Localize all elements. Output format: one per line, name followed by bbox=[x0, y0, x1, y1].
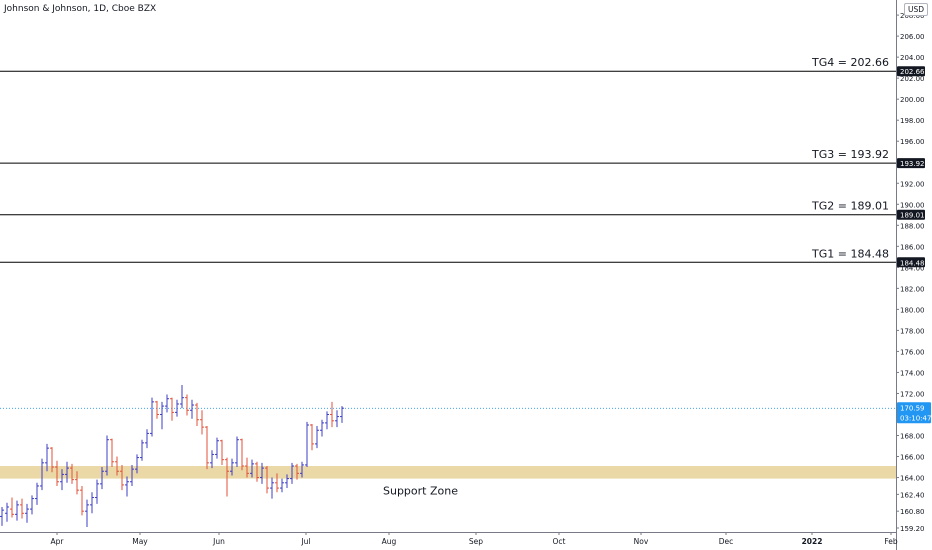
y-tick-label: 172.00 bbox=[900, 390, 925, 398]
support-zone-label: Support Zone bbox=[383, 485, 458, 498]
level-tag-text-tg2: 189.01 bbox=[900, 212, 925, 220]
y-tick-label: 164.00 bbox=[900, 475, 925, 483]
y-tick-label: 180.00 bbox=[900, 306, 925, 314]
level-tag-tg4 bbox=[897, 66, 925, 77]
y-tick-label: 182.00 bbox=[900, 285, 925, 293]
y-tick-label: 202.00 bbox=[900, 75, 925, 83]
chart-title: Johnson & Johnson, 1D, Cboe BZX bbox=[4, 4, 157, 14]
price-axis-bg bbox=[896, 0, 932, 550]
current-price-countdown: 03:10:47 bbox=[900, 414, 931, 422]
level-tag-tg3 bbox=[897, 158, 925, 169]
level-label-tg1: TG1 = 184.48 bbox=[811, 247, 889, 260]
support-zone-band bbox=[0, 465, 896, 479]
level-label-tg4: TG4 = 202.66 bbox=[811, 56, 889, 69]
y-tick-label: 198.00 bbox=[900, 117, 925, 125]
x-tick-label: Feb bbox=[884, 537, 898, 546]
y-tick-label: 159.20 bbox=[900, 525, 925, 533]
y-tick-label: 160.80 bbox=[900, 508, 925, 516]
level-tag-tg2 bbox=[897, 209, 925, 220]
y-tick-label: 190.00 bbox=[900, 201, 925, 209]
y-tick-label: 200.00 bbox=[900, 96, 925, 104]
level-tag-text-tg3: 193.92 bbox=[900, 160, 925, 168]
y-tick-label: 204.00 bbox=[900, 54, 925, 62]
x-tick-label: May bbox=[132, 537, 148, 546]
x-tick-label: Jun bbox=[212, 537, 225, 546]
level-tag-text-tg4: 202.66 bbox=[900, 68, 925, 76]
y-tick-label: 188.00 bbox=[900, 222, 925, 230]
level-label-tg3: TG3 = 193.92 bbox=[811, 148, 889, 161]
x-tick-label: Aug bbox=[382, 537, 397, 546]
x-tick-label: Sep bbox=[469, 537, 483, 546]
y-tick-label: 196.00 bbox=[900, 138, 925, 146]
x-tick-label: Oct bbox=[553, 537, 566, 546]
y-tick-label: 208.00 bbox=[900, 12, 925, 20]
level-label-tg2: TG2 = 189.01 bbox=[811, 200, 889, 213]
y-tick-label: 186.00 bbox=[900, 243, 925, 251]
level-tag-text-tg1: 184.48 bbox=[900, 259, 925, 267]
y-tick-label: 166.00 bbox=[900, 454, 925, 462]
y-tick-label: 178.00 bbox=[900, 327, 925, 335]
time-axis-bg bbox=[0, 532, 896, 550]
x-tick-label: Jul bbox=[300, 537, 310, 546]
x-tick-label: 2022 bbox=[802, 537, 823, 546]
x-tick-label: Dec bbox=[719, 537, 734, 546]
current-price-tag bbox=[897, 402, 931, 424]
x-tick-label: Apr bbox=[51, 537, 65, 546]
x-tick-label: Nov bbox=[634, 537, 649, 546]
y-tick-label: 184.00 bbox=[900, 264, 925, 272]
current-price-value: 170.59 bbox=[900, 404, 925, 412]
currency-badge[interactable]: USD bbox=[904, 3, 929, 16]
level-tag-tg1 bbox=[897, 257, 925, 268]
y-tick-label: 206.00 bbox=[900, 33, 925, 41]
y-tick-label: 162.40 bbox=[900, 491, 925, 499]
y-tick-label: 174.00 bbox=[900, 369, 925, 377]
y-tick-label: 192.00 bbox=[900, 180, 925, 188]
y-tick-label: 168.00 bbox=[900, 433, 925, 441]
y-tick-label: 176.00 bbox=[900, 348, 925, 356]
